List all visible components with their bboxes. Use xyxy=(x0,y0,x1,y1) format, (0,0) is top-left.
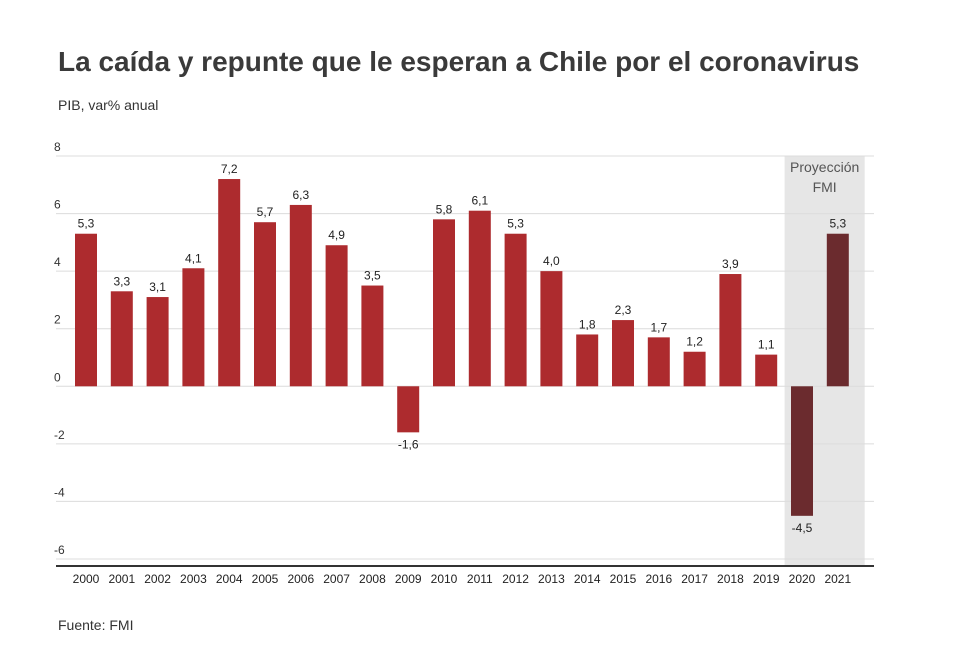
bar-value-label: 1,8 xyxy=(579,317,596,331)
bar-value-label: 4,1 xyxy=(185,251,202,265)
x-tick-label: 2006 xyxy=(287,572,314,586)
bar-value-label: 5,3 xyxy=(78,217,95,231)
bar xyxy=(110,291,133,387)
bar xyxy=(504,233,527,387)
x-tick-label: 2015 xyxy=(610,572,637,586)
x-tick-label: 2001 xyxy=(108,572,135,586)
bar xyxy=(182,268,205,387)
bar xyxy=(397,386,420,433)
bar-value-label: 6,3 xyxy=(292,188,309,202)
x-tick-label: 2003 xyxy=(180,572,207,586)
x-tick-label: 2010 xyxy=(431,572,458,586)
bar xyxy=(612,320,634,387)
y-tick-label: -4 xyxy=(54,485,65,499)
bar xyxy=(361,285,384,387)
x-tick-label: 2018 xyxy=(717,572,744,586)
bar xyxy=(647,337,670,387)
y-tick-label: 8 xyxy=(54,140,61,154)
bar-value-label: 1,2 xyxy=(686,335,703,349)
projection-label: FMI xyxy=(813,179,837,195)
chart-title: La caída y repunte que le esperan a Chil… xyxy=(58,46,860,77)
bar xyxy=(683,351,706,387)
y-tick-label: 4 xyxy=(54,255,61,269)
bar-projected xyxy=(791,386,813,516)
bar xyxy=(433,219,455,387)
x-tick-label: 2007 xyxy=(323,572,350,586)
bar xyxy=(325,245,348,387)
bar-value-label: 5,8 xyxy=(436,202,453,216)
x-tick-label: 2012 xyxy=(502,572,529,586)
x-tick-label: 2016 xyxy=(645,572,672,586)
bar-value-label: 4,9 xyxy=(328,228,345,242)
bar-value-label: 3,5 xyxy=(364,269,381,283)
bar-value-label: -4,5 xyxy=(792,521,813,535)
bar-value-label: 1,7 xyxy=(650,320,667,334)
y-tick-label: 2 xyxy=(54,313,61,327)
bar xyxy=(755,354,778,387)
bar xyxy=(75,233,97,387)
y-tick-label: 6 xyxy=(54,198,61,212)
bar-value-label: 5,3 xyxy=(507,217,524,231)
x-tick-label: 2014 xyxy=(574,572,601,586)
bar-value-label: 3,9 xyxy=(722,257,739,271)
x-tick-label: 2011 xyxy=(467,572,493,586)
x-tick-label: 2021 xyxy=(824,572,851,586)
bar-projected xyxy=(826,233,849,387)
bar xyxy=(254,222,276,387)
x-tick-label: 2009 xyxy=(395,572,422,586)
x-tick-label: 2004 xyxy=(216,572,243,586)
bar xyxy=(289,204,312,387)
y-tick-label: -2 xyxy=(54,428,65,442)
bar-value-label: 1,1 xyxy=(758,338,775,352)
bar xyxy=(576,334,599,387)
x-tick-label: 2005 xyxy=(252,572,279,586)
bar-value-label: 6,1 xyxy=(471,194,488,208)
bar xyxy=(540,271,563,387)
chart-source: Fuente: FMI xyxy=(58,617,134,633)
x-tick-label: 2000 xyxy=(73,572,100,586)
bar-value-label: 7,2 xyxy=(221,162,238,176)
x-tick-label: 2020 xyxy=(789,572,816,586)
bar-value-label: 2,3 xyxy=(615,303,632,317)
bar xyxy=(468,210,491,387)
y-tick-label: -6 xyxy=(54,543,65,557)
bar xyxy=(146,297,169,387)
x-tick-label: 2013 xyxy=(538,572,565,586)
bar xyxy=(719,274,742,387)
chart-subtitle: PIB, var% anual xyxy=(58,97,159,113)
bar-value-label: -1,6 xyxy=(398,437,419,451)
bar-value-label: 4,0 xyxy=(543,254,560,268)
y-tick-label: 0 xyxy=(54,370,61,384)
x-tick-label: 2008 xyxy=(359,572,386,586)
bar-value-label: 5,3 xyxy=(829,217,846,231)
projection-label: Proyección xyxy=(790,159,859,175)
bar-value-label: 3,3 xyxy=(113,274,130,288)
bar-value-label: 5,7 xyxy=(257,205,274,219)
x-tick-label: 2019 xyxy=(753,572,780,586)
bar xyxy=(218,179,241,387)
x-tick-label: 2017 xyxy=(681,572,708,586)
x-tick-label: 2002 xyxy=(144,572,171,586)
bar-value-label: 3,1 xyxy=(149,280,166,294)
